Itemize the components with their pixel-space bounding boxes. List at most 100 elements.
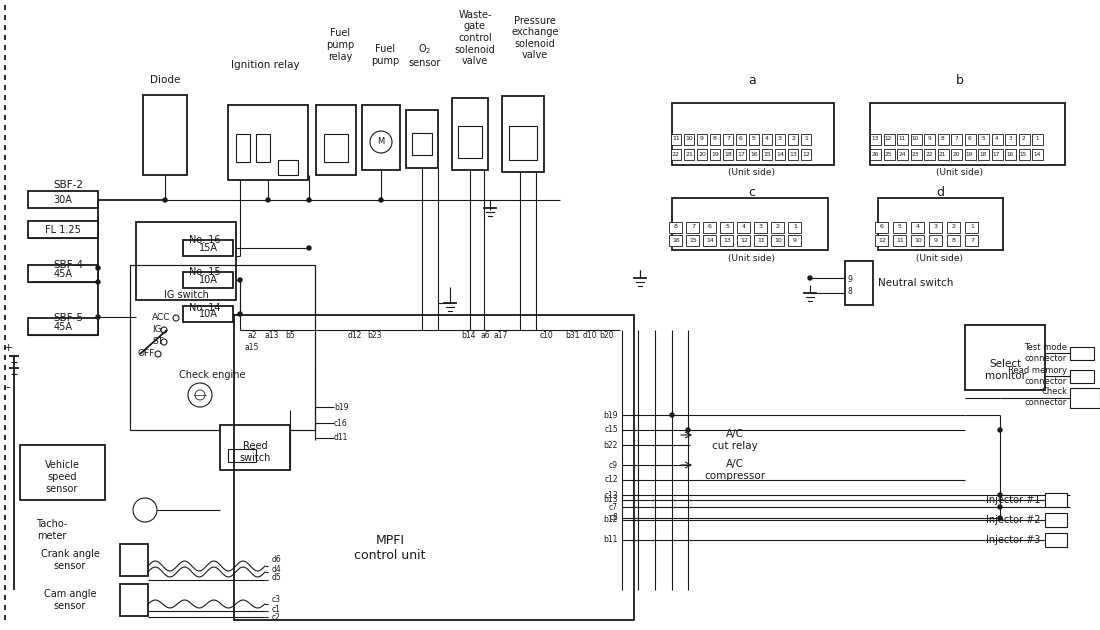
Text: a17: a17 — [494, 331, 508, 340]
Text: 19: 19 — [966, 151, 974, 156]
Text: 9: 9 — [848, 275, 852, 285]
Bar — [28, 221, 98, 238]
Text: 45A: 45A — [54, 269, 73, 279]
Bar — [1070, 388, 1100, 408]
Bar — [749, 149, 759, 160]
Bar — [362, 105, 400, 170]
Text: 7: 7 — [726, 137, 730, 142]
Text: 21: 21 — [938, 151, 946, 156]
Text: 1: 1 — [793, 224, 796, 229]
Bar — [720, 235, 733, 246]
Text: ST: ST — [152, 338, 163, 346]
Bar — [965, 222, 978, 233]
Bar — [412, 133, 432, 155]
Text: 6: 6 — [739, 137, 742, 142]
Text: OFF: OFF — [138, 350, 155, 358]
Text: 10A: 10A — [199, 309, 218, 319]
Bar — [1019, 134, 1030, 145]
Text: 13: 13 — [723, 238, 730, 243]
Text: 22: 22 — [925, 151, 933, 156]
Text: MPFI
control unit: MPFI control unit — [354, 534, 426, 562]
Text: 18: 18 — [979, 151, 987, 156]
Circle shape — [307, 246, 311, 250]
Bar — [771, 235, 784, 246]
Bar — [965, 134, 976, 145]
Text: 2: 2 — [952, 224, 956, 229]
Bar — [965, 325, 1045, 390]
Text: Pressure
exchange
solenoid
valve: Pressure exchange solenoid valve — [512, 16, 559, 60]
Text: 20: 20 — [698, 151, 706, 156]
Bar — [893, 235, 906, 246]
Text: 5: 5 — [981, 137, 984, 142]
Bar — [720, 222, 733, 233]
Text: c3: c3 — [272, 595, 280, 605]
Text: No. 14: No. 14 — [189, 303, 221, 313]
Text: b12: b12 — [604, 515, 618, 525]
Text: +: + — [3, 343, 13, 353]
Text: d: d — [936, 186, 944, 200]
Text: 14: 14 — [777, 151, 784, 156]
Bar — [28, 191, 98, 208]
Bar — [672, 103, 834, 165]
Text: 22: 22 — [672, 151, 680, 156]
Bar — [1045, 533, 1067, 547]
Bar — [801, 134, 811, 145]
Text: d5: d5 — [272, 573, 282, 583]
Text: Injector #2: Injector #2 — [986, 515, 1040, 525]
Text: 7: 7 — [970, 238, 974, 243]
Text: 12: 12 — [740, 238, 748, 243]
Bar — [896, 134, 907, 145]
Bar — [978, 149, 989, 160]
Bar — [143, 95, 187, 175]
Bar — [458, 126, 482, 158]
Text: 6: 6 — [708, 224, 712, 229]
Bar — [120, 544, 148, 576]
Bar — [754, 235, 767, 246]
Text: 9: 9 — [793, 238, 798, 243]
Bar — [874, 235, 888, 246]
Text: 15A: 15A — [198, 243, 218, 253]
Bar — [278, 160, 298, 175]
Bar — [28, 318, 98, 335]
Text: 9: 9 — [934, 238, 938, 243]
Text: 9: 9 — [927, 137, 931, 142]
Text: Tacho-
meter: Tacho- meter — [36, 519, 68, 541]
Text: (Unit side): (Unit side) — [936, 168, 983, 176]
Text: 26: 26 — [871, 151, 879, 156]
Text: b14: b14 — [461, 331, 475, 340]
Text: 8: 8 — [953, 238, 956, 243]
Text: 3: 3 — [759, 224, 763, 229]
Bar — [228, 105, 308, 180]
Circle shape — [998, 505, 1002, 509]
Bar — [1045, 513, 1067, 527]
Text: c9: c9 — [609, 461, 618, 469]
Text: O$_2$
sensor: O$_2$ sensor — [409, 42, 441, 67]
Bar — [220, 425, 290, 470]
Bar — [930, 222, 942, 233]
Text: A/C
cut relay: A/C cut relay — [712, 429, 758, 451]
Text: 16: 16 — [1006, 151, 1013, 156]
Text: 5: 5 — [725, 224, 729, 229]
Text: Injector #1: Injector #1 — [986, 495, 1040, 505]
Bar — [686, 222, 698, 233]
Text: 6: 6 — [968, 137, 971, 142]
Text: (Unit side): (Unit side) — [728, 253, 776, 263]
Bar — [801, 149, 811, 160]
Text: 45A: 45A — [54, 322, 73, 332]
Text: 3: 3 — [778, 137, 782, 142]
Bar — [878, 198, 1003, 250]
Bar — [234, 315, 634, 620]
Bar — [952, 149, 962, 160]
Text: 5: 5 — [752, 137, 756, 142]
Bar — [697, 149, 707, 160]
Text: 23: 23 — [912, 151, 920, 156]
Text: d10: d10 — [583, 331, 597, 340]
Text: 3: 3 — [934, 224, 938, 229]
Bar — [883, 134, 894, 145]
Bar — [697, 134, 707, 145]
Bar — [1070, 347, 1094, 360]
Text: c12: c12 — [604, 476, 618, 484]
Text: 1: 1 — [1035, 137, 1038, 142]
Text: 2: 2 — [791, 137, 795, 142]
Bar — [256, 134, 270, 162]
